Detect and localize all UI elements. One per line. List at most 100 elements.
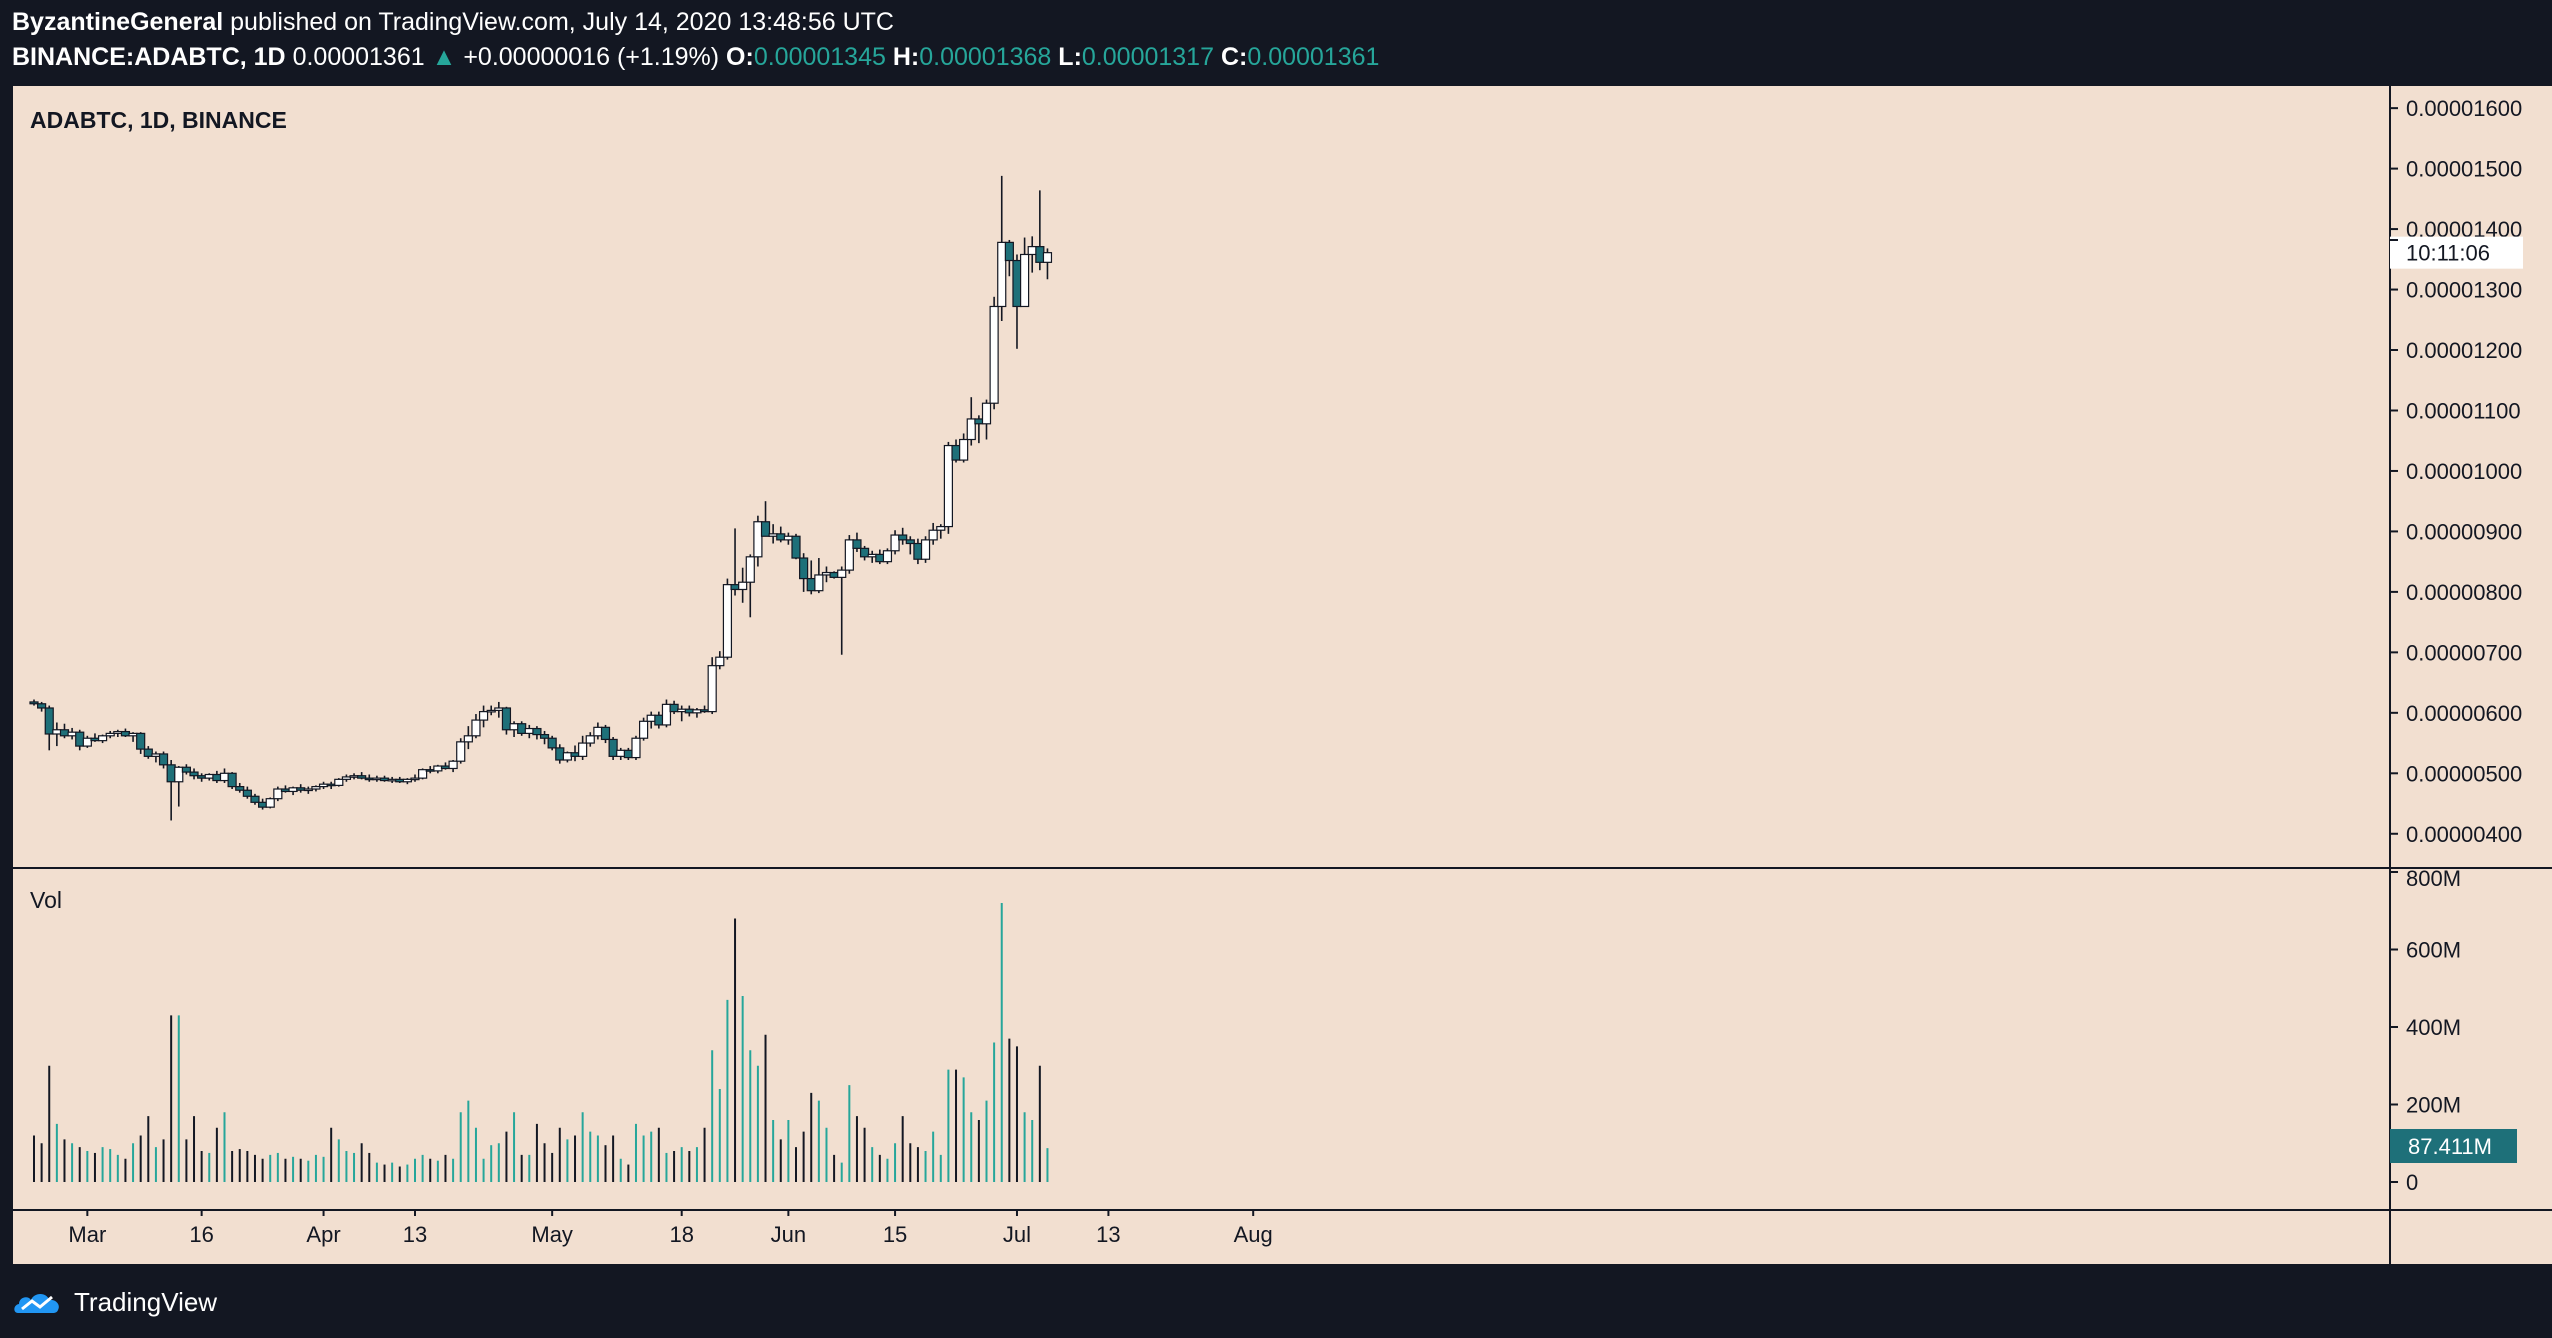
candle-body[interactable] (82, 737, 92, 747)
candle-body[interactable] (440, 765, 451, 770)
candle-body[interactable] (456, 741, 466, 762)
candle-body[interactable] (913, 542, 923, 560)
candle-body[interactable] (997, 241, 1007, 308)
candle-body[interactable] (722, 584, 733, 658)
candle-body[interactable] (669, 703, 679, 713)
candle-body[interactable] (905, 539, 915, 545)
candle-body[interactable] (509, 723, 519, 731)
candle-body[interactable] (578, 742, 588, 757)
candle-body[interactable] (189, 771, 199, 777)
candle-body[interactable] (402, 778, 412, 783)
candle-body[interactable] (212, 773, 222, 782)
candle-body[interactable] (501, 707, 512, 731)
candle-body[interactable] (562, 752, 573, 761)
candle-body[interactable] (296, 787, 306, 791)
candle-body[interactable] (120, 730, 131, 737)
candle-body[interactable] (265, 798, 275, 808)
candle-body[interactable] (410, 777, 420, 781)
chart-area[interactable]: ADABTC, 1D, BINANCE Vol 0.00000400 0.0000… (13, 86, 2552, 1264)
candle-body[interactable] (303, 788, 313, 792)
candle-body[interactable] (273, 788, 283, 800)
candle-body[interactable] (616, 749, 626, 757)
candle-body[interactable] (357, 775, 367, 779)
candle-body[interactable] (29, 701, 39, 705)
candle-body[interactable] (418, 769, 428, 779)
candle-body[interactable] (37, 703, 47, 709)
candle-body[interactable] (715, 656, 725, 667)
candle-body[interactable] (760, 521, 771, 537)
candle-body[interactable] (791, 535, 801, 559)
candle-body[interactable] (844, 539, 854, 571)
candle-body[interactable] (524, 727, 534, 734)
candle-body[interactable] (623, 749, 633, 759)
candle-body[interactable] (433, 765, 443, 772)
candle-body[interactable] (631, 737, 641, 759)
candle-body[interactable] (898, 534, 908, 541)
author-name[interactable]: ByzantineGeneral (12, 8, 224, 36)
candle-body[interactable] (661, 703, 672, 726)
candle-body[interactable] (875, 553, 885, 563)
candle-body[interactable] (235, 785, 245, 791)
candle-body[interactable] (776, 533, 786, 541)
candle-body[interactable] (593, 726, 603, 737)
candle-body[interactable] (166, 764, 176, 783)
candle-body[interactable] (547, 737, 557, 749)
candle-body[interactable] (920, 539, 931, 560)
candle-body[interactable] (981, 402, 992, 425)
candle-body[interactable] (52, 729, 62, 735)
candle-body[interactable] (1012, 259, 1022, 308)
candle-body[interactable] (638, 720, 649, 739)
candle-body[interactable] (959, 438, 969, 461)
candle-body[interactable] (334, 778, 344, 786)
candle-body[interactable] (448, 760, 458, 770)
candle-body[interactable] (806, 577, 816, 592)
candle-body[interactable] (136, 732, 146, 750)
candle-body[interactable] (936, 525, 946, 531)
candle-body[interactable] (372, 777, 382, 781)
candle-body[interactable] (539, 733, 550, 739)
candle-body[interactable] (555, 747, 565, 761)
candle-body[interactable] (471, 719, 481, 737)
candle-body[interactable] (738, 581, 748, 591)
candle-body[interactable] (151, 753, 161, 757)
candle-body[interactable] (242, 789, 252, 797)
candle-body[interactable] (852, 539, 862, 549)
candle-body[interactable] (821, 571, 832, 576)
candle-body[interactable] (90, 737, 100, 742)
candle-body[interactable] (204, 773, 214, 779)
candle-body[interactable] (75, 731, 85, 747)
candle-body[interactable] (814, 574, 824, 592)
candle-body[interactable] (699, 709, 710, 713)
candle-body[interactable] (181, 766, 191, 773)
candle-body[interactable] (478, 711, 489, 721)
candle-body[interactable] (197, 775, 207, 779)
candle-body[interactable] (1027, 246, 1037, 256)
candle-body[interactable] (174, 766, 184, 783)
candle-body[interactable] (44, 707, 54, 735)
candle-body[interactable] (837, 569, 847, 578)
candle-body[interactable] (829, 571, 839, 578)
candle-body[interactable] (326, 783, 336, 787)
candle-body[interactable] (219, 772, 230, 782)
candle-body[interactable] (966, 418, 976, 441)
candle-body[interactable] (59, 729, 70, 737)
candle-body[interactable] (890, 534, 900, 552)
candle-body[interactable] (600, 726, 611, 741)
candle-body[interactable] (608, 738, 618, 757)
candle-body[interactable] (707, 665, 717, 713)
candle-body[interactable] (730, 584, 740, 591)
candle-body[interactable] (250, 795, 260, 803)
candle-body[interactable] (387, 778, 397, 782)
candle-body[interactable] (783, 535, 793, 541)
candle-body[interactable] (1004, 241, 1014, 262)
candle-body[interactable] (1042, 252, 1053, 263)
candle-body[interactable] (799, 557, 809, 580)
candle-body[interactable] (349, 775, 359, 778)
candle-body[interactable] (494, 707, 504, 712)
candle-body[interactable] (928, 529, 938, 541)
candle-body[interactable] (143, 748, 153, 757)
candle-body[interactable] (318, 783, 329, 788)
candle-body[interactable] (753, 521, 763, 558)
candle-body[interactable] (692, 709, 702, 714)
candle-body[interactable] (227, 772, 237, 788)
